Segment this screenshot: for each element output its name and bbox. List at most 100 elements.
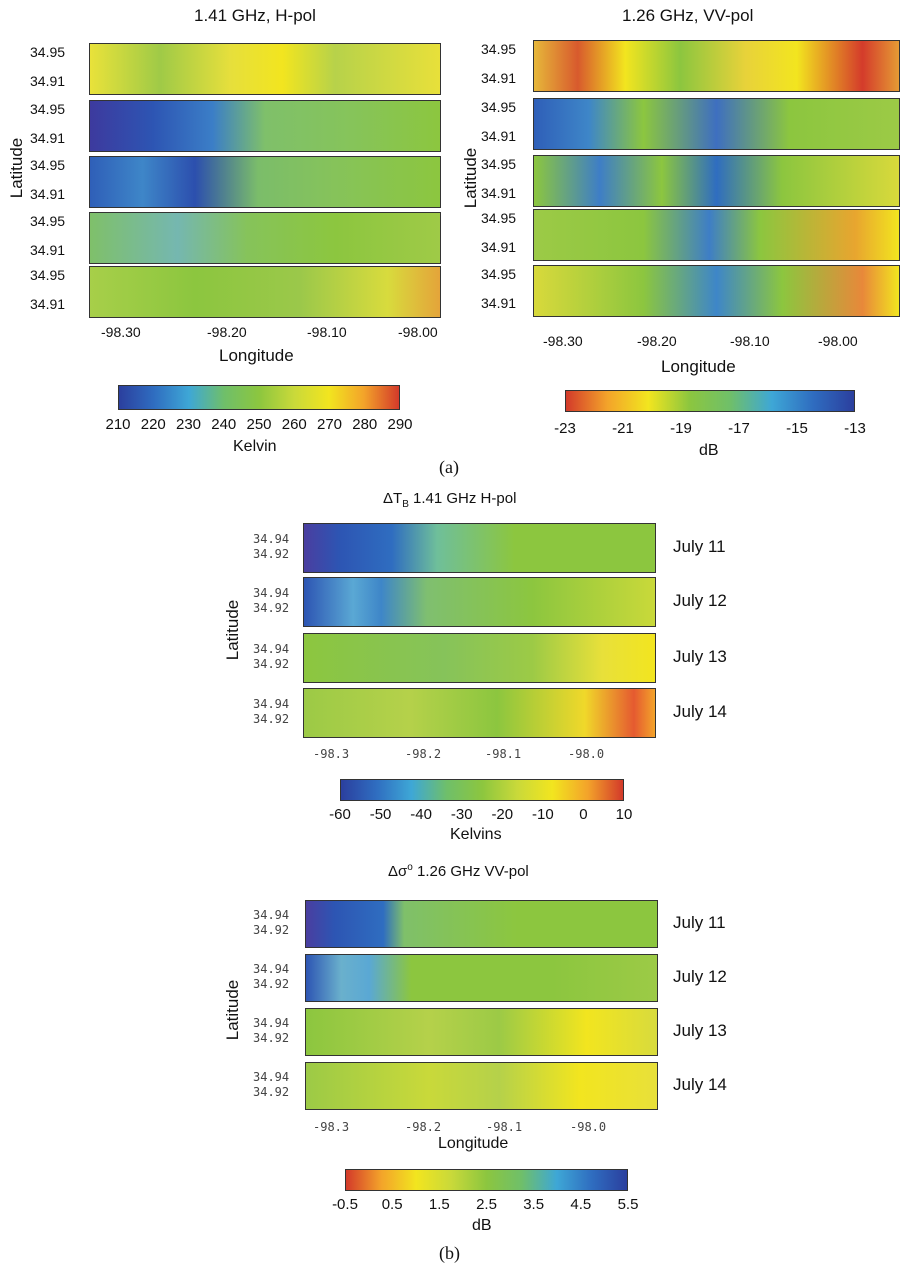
chart-b-top-ylabel: Latitude: [223, 599, 242, 661]
colorbar-tick-label: -10: [532, 806, 554, 823]
colorbar-tick-label: 0: [579, 806, 588, 823]
date-label: July 13: [673, 647, 727, 666]
y-tick-label: 34.92: [253, 1031, 290, 1045]
caption-b: (b): [439, 1243, 460, 1263]
heatmap-panel: [533, 40, 900, 92]
x-tick-label: -98.00: [818, 333, 858, 349]
colorbar-tick-label: 210: [105, 416, 131, 433]
colorbar-tick-label: -17: [728, 420, 750, 437]
x-tick-label: -98.10: [730, 333, 770, 349]
y-tick-label: 34.91: [30, 242, 66, 258]
y-tick-label: 34.91: [481, 128, 517, 144]
date-label: July 12: [673, 591, 727, 610]
colorbar-tick-label: 290: [387, 416, 413, 433]
colorbar-tick-label: -60: [329, 806, 351, 823]
y-tick-label: 34.91: [30, 186, 66, 202]
colorbar-tick-label: 10: [615, 806, 633, 823]
chart-b-top-title-prefix: ΔT: [383, 490, 403, 507]
colorbar-kelvins-label: Kelvins: [450, 826, 502, 843]
heatmap-panel: [89, 156, 441, 208]
colorbar-tick-label: -0.5: [332, 1196, 358, 1213]
chart-b-bottom-xlabel: Longitude: [438, 1135, 509, 1152]
chart-b-top-title: ΔTB 1.41 GHz H-pol: [383, 490, 516, 510]
heatmap-panel: [303, 523, 656, 573]
x-tick-label: -98.30: [543, 333, 583, 349]
y-tick-label: 34.92: [253, 601, 290, 615]
colorbar-tick-label: 4.5: [570, 1196, 592, 1213]
chart-a-right-xlabel: Longitude: [661, 357, 736, 376]
colorbar-tick-label: 5.5: [617, 1196, 639, 1213]
x-tick-label: -98.1: [486, 1120, 523, 1134]
y-tick-label: 34.92: [253, 1085, 290, 1099]
colorbar-tick-label: 2.5: [476, 1196, 497, 1213]
colorbar-tick-label: -23: [554, 420, 576, 437]
x-tick-label: -98.20: [637, 333, 677, 349]
colorbar-tick-label: 280: [352, 416, 378, 433]
colorbar-tick-label: 1.5: [428, 1196, 450, 1213]
y-tick-label: 34.94: [253, 586, 290, 600]
x-tick-label: -98.3: [313, 747, 350, 761]
colorbar-tick-label: 230: [175, 416, 202, 433]
heatmap-panel: [303, 577, 656, 627]
y-tick-label: 34.91: [481, 295, 517, 311]
colorbar-tick-label: 270: [316, 416, 343, 433]
x-tick-label: -98.0: [570, 1120, 607, 1134]
colorbar-tick-label: 240: [211, 416, 237, 433]
date-label: July 11: [673, 537, 726, 556]
x-tick-label: -98.1: [485, 747, 522, 761]
colorbar-kelvin-label: Kelvin: [233, 438, 277, 455]
y-tick-label: 34.94: [253, 697, 290, 711]
heatmap-panel: [89, 212, 441, 264]
chart-a-right-ylabel: Latitude: [461, 147, 480, 209]
colorbar-kelvins: [340, 779, 624, 801]
y-tick-label: 34.95: [481, 156, 517, 172]
colorbar-db-b-label: dB: [472, 1217, 492, 1234]
x-tick-label: -98.20: [207, 324, 247, 340]
chart-b-bottom-title-prefix: Δσ: [388, 863, 408, 880]
y-tick-label: 34.91: [481, 70, 517, 86]
colorbar-tick-label: 260: [281, 416, 307, 433]
y-tick-label: 34.94: [253, 1070, 290, 1084]
colorbar-tick-label: -50: [369, 806, 392, 823]
y-tick-label: 34.95: [30, 101, 66, 117]
y-tick-label: 34.95: [481, 266, 517, 282]
chart-b-bottom-title: Δσo 1.26 GHz VV-pol: [388, 862, 529, 880]
x-tick-label: -98.2: [405, 747, 442, 761]
x-tick-label: -98.0: [568, 747, 605, 761]
date-label: July 14: [673, 1075, 727, 1094]
y-tick-label: 34.95: [30, 267, 66, 283]
chart-b-top-title-sub: B: [402, 499, 409, 510]
heatmap-panel: [305, 954, 658, 1002]
y-tick-label: 34.91: [30, 73, 66, 89]
colorbar-tick-label: -15: [786, 420, 808, 437]
y-tick-label: 34.92: [253, 977, 290, 991]
y-tick-label: 34.95: [30, 44, 66, 60]
heatmap-panel: [305, 900, 658, 948]
caption-a: (a): [439, 457, 459, 477]
heatmap-panel: [533, 155, 900, 207]
heatmap-panel: [89, 266, 441, 318]
heatmap-panel: [303, 633, 656, 683]
x-tick-label: -98.2: [405, 1120, 442, 1134]
heatmap-panel: [89, 43, 441, 95]
colorbar-tick-label: 3.5: [523, 1196, 545, 1213]
colorbar-tick-label: 250: [246, 416, 272, 433]
colorbar-tick-label: -30: [450, 806, 473, 823]
heatmap-panel: [533, 265, 900, 317]
colorbar-db-a-label: dB: [699, 442, 719, 459]
y-tick-label: 34.95: [30, 157, 66, 173]
colorbar-tick-label: -19: [670, 420, 692, 437]
y-tick-label: 34.94: [253, 532, 290, 546]
y-tick-label: 34.95: [481, 41, 517, 57]
y-tick-label: 34.94: [253, 642, 290, 656]
y-tick-label: 34.91: [30, 296, 66, 312]
chart-a-left-xlabel: Longitude: [219, 346, 294, 365]
y-tick-label: 34.95: [30, 213, 66, 229]
chart-b-bottom-title-sup: o: [407, 862, 413, 873]
y-tick-label: 34.92: [253, 547, 290, 561]
date-label: July 13: [673, 1021, 727, 1040]
y-tick-label: 34.94: [253, 908, 290, 922]
colorbar-tick-label: -20: [491, 806, 514, 823]
colorbar-tick-label: -13: [844, 420, 866, 437]
heatmap-panel: [305, 1062, 658, 1110]
